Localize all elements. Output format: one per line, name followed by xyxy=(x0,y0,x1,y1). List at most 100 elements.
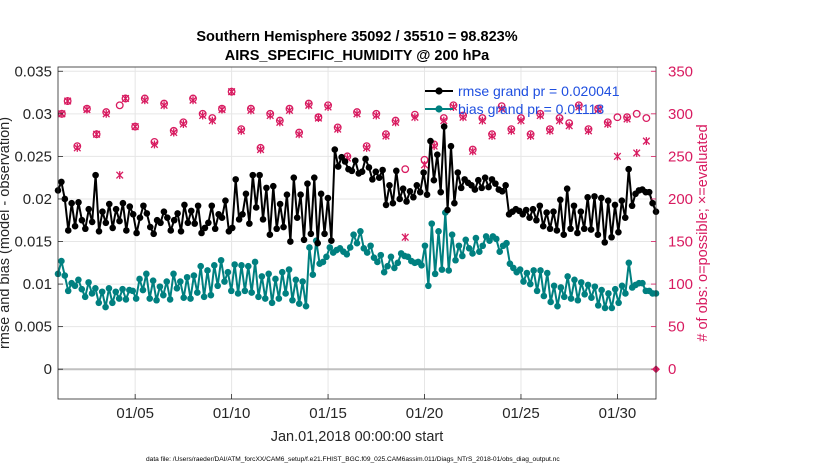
rmse-point xyxy=(314,239,322,247)
rmse-point xyxy=(321,230,328,238)
rmse-point xyxy=(129,210,137,218)
y-right-tick-label: 0 xyxy=(668,361,676,378)
rmse-point xyxy=(92,171,99,179)
obs-evaluated-point xyxy=(420,160,429,169)
bias-point xyxy=(112,288,120,296)
obs-possible-point xyxy=(401,165,410,174)
bias-point xyxy=(605,290,612,297)
bias-point xyxy=(377,251,385,259)
legend-rmse-marker xyxy=(435,87,443,95)
bias-point xyxy=(146,295,154,302)
rmse-point xyxy=(276,200,284,208)
obs-evaluated-point xyxy=(141,96,149,105)
y-left-tick-label: 0.005 xyxy=(14,319,52,336)
bias-point xyxy=(594,302,602,309)
obs-evaluated-point xyxy=(305,101,313,110)
bias-point xyxy=(258,273,266,280)
bias-point xyxy=(289,296,296,304)
obs-evaluated-point xyxy=(227,87,236,96)
rmse-point xyxy=(348,167,356,175)
y-left-tick-label: 0.015 xyxy=(14,234,52,251)
bias-point xyxy=(302,302,310,310)
obs-evaluated-point xyxy=(372,111,381,120)
rmse-point xyxy=(485,183,492,191)
bias-point xyxy=(625,259,633,267)
obs-evaluated-point xyxy=(73,143,82,152)
bias-point xyxy=(98,288,106,296)
x-tick-label: 01/10 xyxy=(213,405,251,422)
rmse-point xyxy=(198,229,205,237)
obs-evaluated-point xyxy=(488,131,496,140)
rmse-point xyxy=(293,214,301,221)
y-right-tick-label: 150 xyxy=(668,234,693,251)
bias-point xyxy=(550,282,558,290)
bias-point xyxy=(560,293,568,301)
bias-point xyxy=(516,266,524,273)
obs-evaluated-point xyxy=(546,126,554,135)
rmse-point xyxy=(167,227,175,234)
rmse-point xyxy=(133,229,140,237)
bias-point xyxy=(231,261,238,268)
rmse-point xyxy=(618,197,626,204)
bias-point xyxy=(166,296,174,303)
bias-point xyxy=(153,296,160,304)
rmse-point xyxy=(546,225,554,233)
bias-point xyxy=(564,273,571,280)
rmse-point xyxy=(553,227,561,234)
bias-point xyxy=(428,220,436,227)
bias-point xyxy=(346,244,354,251)
data-file-footer: data file: /Users/raeder/DAI/ATM_forcXX/… xyxy=(146,456,560,463)
rmse-point xyxy=(228,224,236,232)
rmse-point xyxy=(389,199,397,207)
bias-point xyxy=(282,290,289,297)
rmse-point xyxy=(399,185,407,193)
rmse-point xyxy=(454,169,462,176)
bias-point xyxy=(64,287,72,295)
rmse-point xyxy=(300,236,308,244)
bias-point xyxy=(207,291,215,299)
rmse-point xyxy=(78,216,86,224)
rmse-point xyxy=(423,191,431,198)
rmse-point xyxy=(594,231,602,239)
rmse-point xyxy=(529,205,537,213)
rmse-point xyxy=(625,165,632,173)
y-left-tick-label: 0 xyxy=(44,361,52,378)
bias-point xyxy=(547,298,554,306)
bias-point xyxy=(367,242,374,250)
rmse-point xyxy=(146,223,154,231)
rmse-point xyxy=(259,216,267,223)
obs-evaluated-point xyxy=(391,118,400,127)
rmse-point xyxy=(543,209,550,216)
rmse-point xyxy=(64,227,72,234)
x-tick-label: 01/30 xyxy=(599,405,637,422)
bias-point xyxy=(639,279,646,287)
obs-evaluated-point xyxy=(411,113,419,122)
rmse-point xyxy=(440,123,448,130)
rmse-point xyxy=(71,222,79,230)
rmse-point xyxy=(591,193,598,200)
obs-count-markers xyxy=(57,87,660,374)
obs-evaluated-point xyxy=(324,103,332,111)
bias-point xyxy=(132,295,140,302)
bias-point xyxy=(139,286,147,294)
bias-point xyxy=(476,248,483,256)
bias-point xyxy=(459,252,466,260)
rmse-point xyxy=(628,202,636,210)
rmse-point xyxy=(410,193,417,201)
rmse-point xyxy=(177,227,185,235)
bias-point xyxy=(248,289,255,296)
x-axis-ticks: 01/05 01/10 01/15 01/20 01/25 01/30 xyxy=(116,394,636,422)
bias-point xyxy=(156,283,164,290)
rmse-point xyxy=(160,208,168,216)
rmse-point xyxy=(174,210,181,217)
bias-point xyxy=(115,295,123,302)
rmse-point xyxy=(481,174,489,181)
rmse-point xyxy=(416,188,424,196)
legend-bias-label: bias grand pr = 0.01118 xyxy=(458,101,604,117)
bias-point xyxy=(306,244,313,251)
bias-point xyxy=(618,282,626,290)
x-tick-label: 01/15 xyxy=(309,405,347,422)
rmse-point xyxy=(413,182,421,189)
obs-evaluated-point xyxy=(63,97,72,106)
obs-evaluated-point xyxy=(295,130,303,139)
